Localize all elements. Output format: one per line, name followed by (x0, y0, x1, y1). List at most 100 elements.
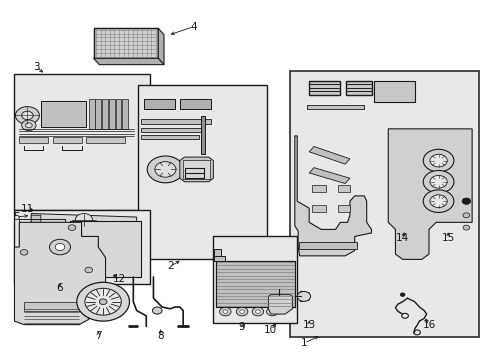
FancyBboxPatch shape (14, 210, 150, 284)
Circle shape (49, 239, 70, 255)
Circle shape (429, 154, 447, 167)
Circle shape (462, 213, 469, 218)
Bar (306, 105, 364, 109)
Polygon shape (31, 213, 137, 228)
Text: 6: 6 (57, 283, 63, 293)
Text: 7: 7 (95, 331, 102, 341)
Text: 13: 13 (302, 320, 315, 330)
Circle shape (223, 310, 227, 313)
Bar (102, 99, 108, 129)
Circle shape (461, 198, 470, 204)
Text: 3: 3 (33, 62, 39, 72)
Circle shape (429, 175, 447, 188)
Circle shape (21, 111, 33, 120)
Circle shape (429, 195, 447, 207)
Circle shape (22, 246, 40, 259)
Bar (141, 128, 203, 132)
Bar (69, 221, 141, 277)
Polygon shape (180, 157, 213, 182)
Circle shape (399, 293, 404, 296)
Circle shape (25, 123, 32, 128)
Polygon shape (15, 222, 105, 325)
Circle shape (99, 299, 107, 305)
Polygon shape (24, 302, 79, 311)
Bar (201, 117, 205, 154)
Text: 16: 16 (422, 320, 435, 330)
Circle shape (423, 171, 453, 193)
Circle shape (77, 282, 129, 321)
Bar (180, 99, 210, 109)
Circle shape (219, 307, 231, 316)
Text: 10: 10 (264, 325, 277, 335)
Bar (89, 99, 94, 129)
Polygon shape (31, 215, 41, 224)
Polygon shape (158, 28, 163, 65)
FancyBboxPatch shape (308, 81, 340, 95)
Circle shape (423, 190, 453, 212)
Bar (143, 99, 175, 109)
FancyBboxPatch shape (289, 71, 478, 337)
Polygon shape (268, 294, 292, 314)
FancyBboxPatch shape (14, 74, 150, 210)
FancyBboxPatch shape (138, 85, 266, 259)
Text: 15: 15 (441, 233, 454, 243)
Bar (183, 160, 209, 179)
Bar (373, 81, 414, 102)
Polygon shape (387, 129, 471, 259)
Circle shape (85, 267, 92, 273)
FancyBboxPatch shape (213, 237, 297, 323)
Polygon shape (311, 205, 325, 212)
Circle shape (37, 261, 48, 270)
Circle shape (85, 288, 121, 315)
Circle shape (462, 225, 469, 230)
Polygon shape (337, 205, 349, 212)
Text: 1: 1 (301, 338, 307, 348)
Bar (141, 135, 199, 139)
Circle shape (75, 213, 92, 226)
Bar (215, 261, 294, 307)
Bar (299, 242, 356, 249)
Circle shape (16, 107, 40, 124)
Bar (141, 118, 210, 123)
Circle shape (252, 307, 263, 316)
Polygon shape (308, 147, 349, 164)
Circle shape (147, 156, 183, 183)
Polygon shape (311, 185, 325, 192)
Circle shape (43, 268, 51, 274)
FancyBboxPatch shape (346, 81, 372, 95)
Text: 4: 4 (190, 22, 197, 32)
Circle shape (155, 162, 176, 177)
Bar (41, 101, 86, 127)
Text: 14: 14 (395, 233, 408, 243)
Circle shape (236, 307, 247, 316)
Bar (95, 99, 101, 129)
Bar (122, 99, 128, 129)
Polygon shape (308, 168, 349, 184)
Text: 8: 8 (157, 331, 163, 341)
Polygon shape (214, 249, 220, 256)
Circle shape (152, 307, 162, 314)
Text: 12: 12 (113, 274, 126, 284)
Text: 11: 11 (21, 204, 35, 214)
Circle shape (423, 149, 453, 172)
Bar (115, 99, 121, 129)
Circle shape (20, 249, 28, 255)
Circle shape (266, 307, 278, 316)
Polygon shape (93, 28, 158, 58)
Polygon shape (38, 256, 53, 262)
Bar (53, 136, 81, 143)
Polygon shape (214, 256, 225, 261)
Bar (86, 136, 124, 143)
Text: 9: 9 (238, 322, 245, 332)
Circle shape (255, 310, 260, 313)
Text: 2: 2 (166, 261, 173, 271)
Circle shape (239, 310, 244, 313)
Circle shape (27, 249, 35, 255)
Circle shape (269, 310, 274, 313)
Bar (19, 136, 48, 143)
Text: 5: 5 (14, 212, 20, 222)
Polygon shape (93, 58, 163, 65)
Polygon shape (294, 136, 371, 256)
Circle shape (55, 243, 65, 251)
Circle shape (68, 225, 76, 230)
